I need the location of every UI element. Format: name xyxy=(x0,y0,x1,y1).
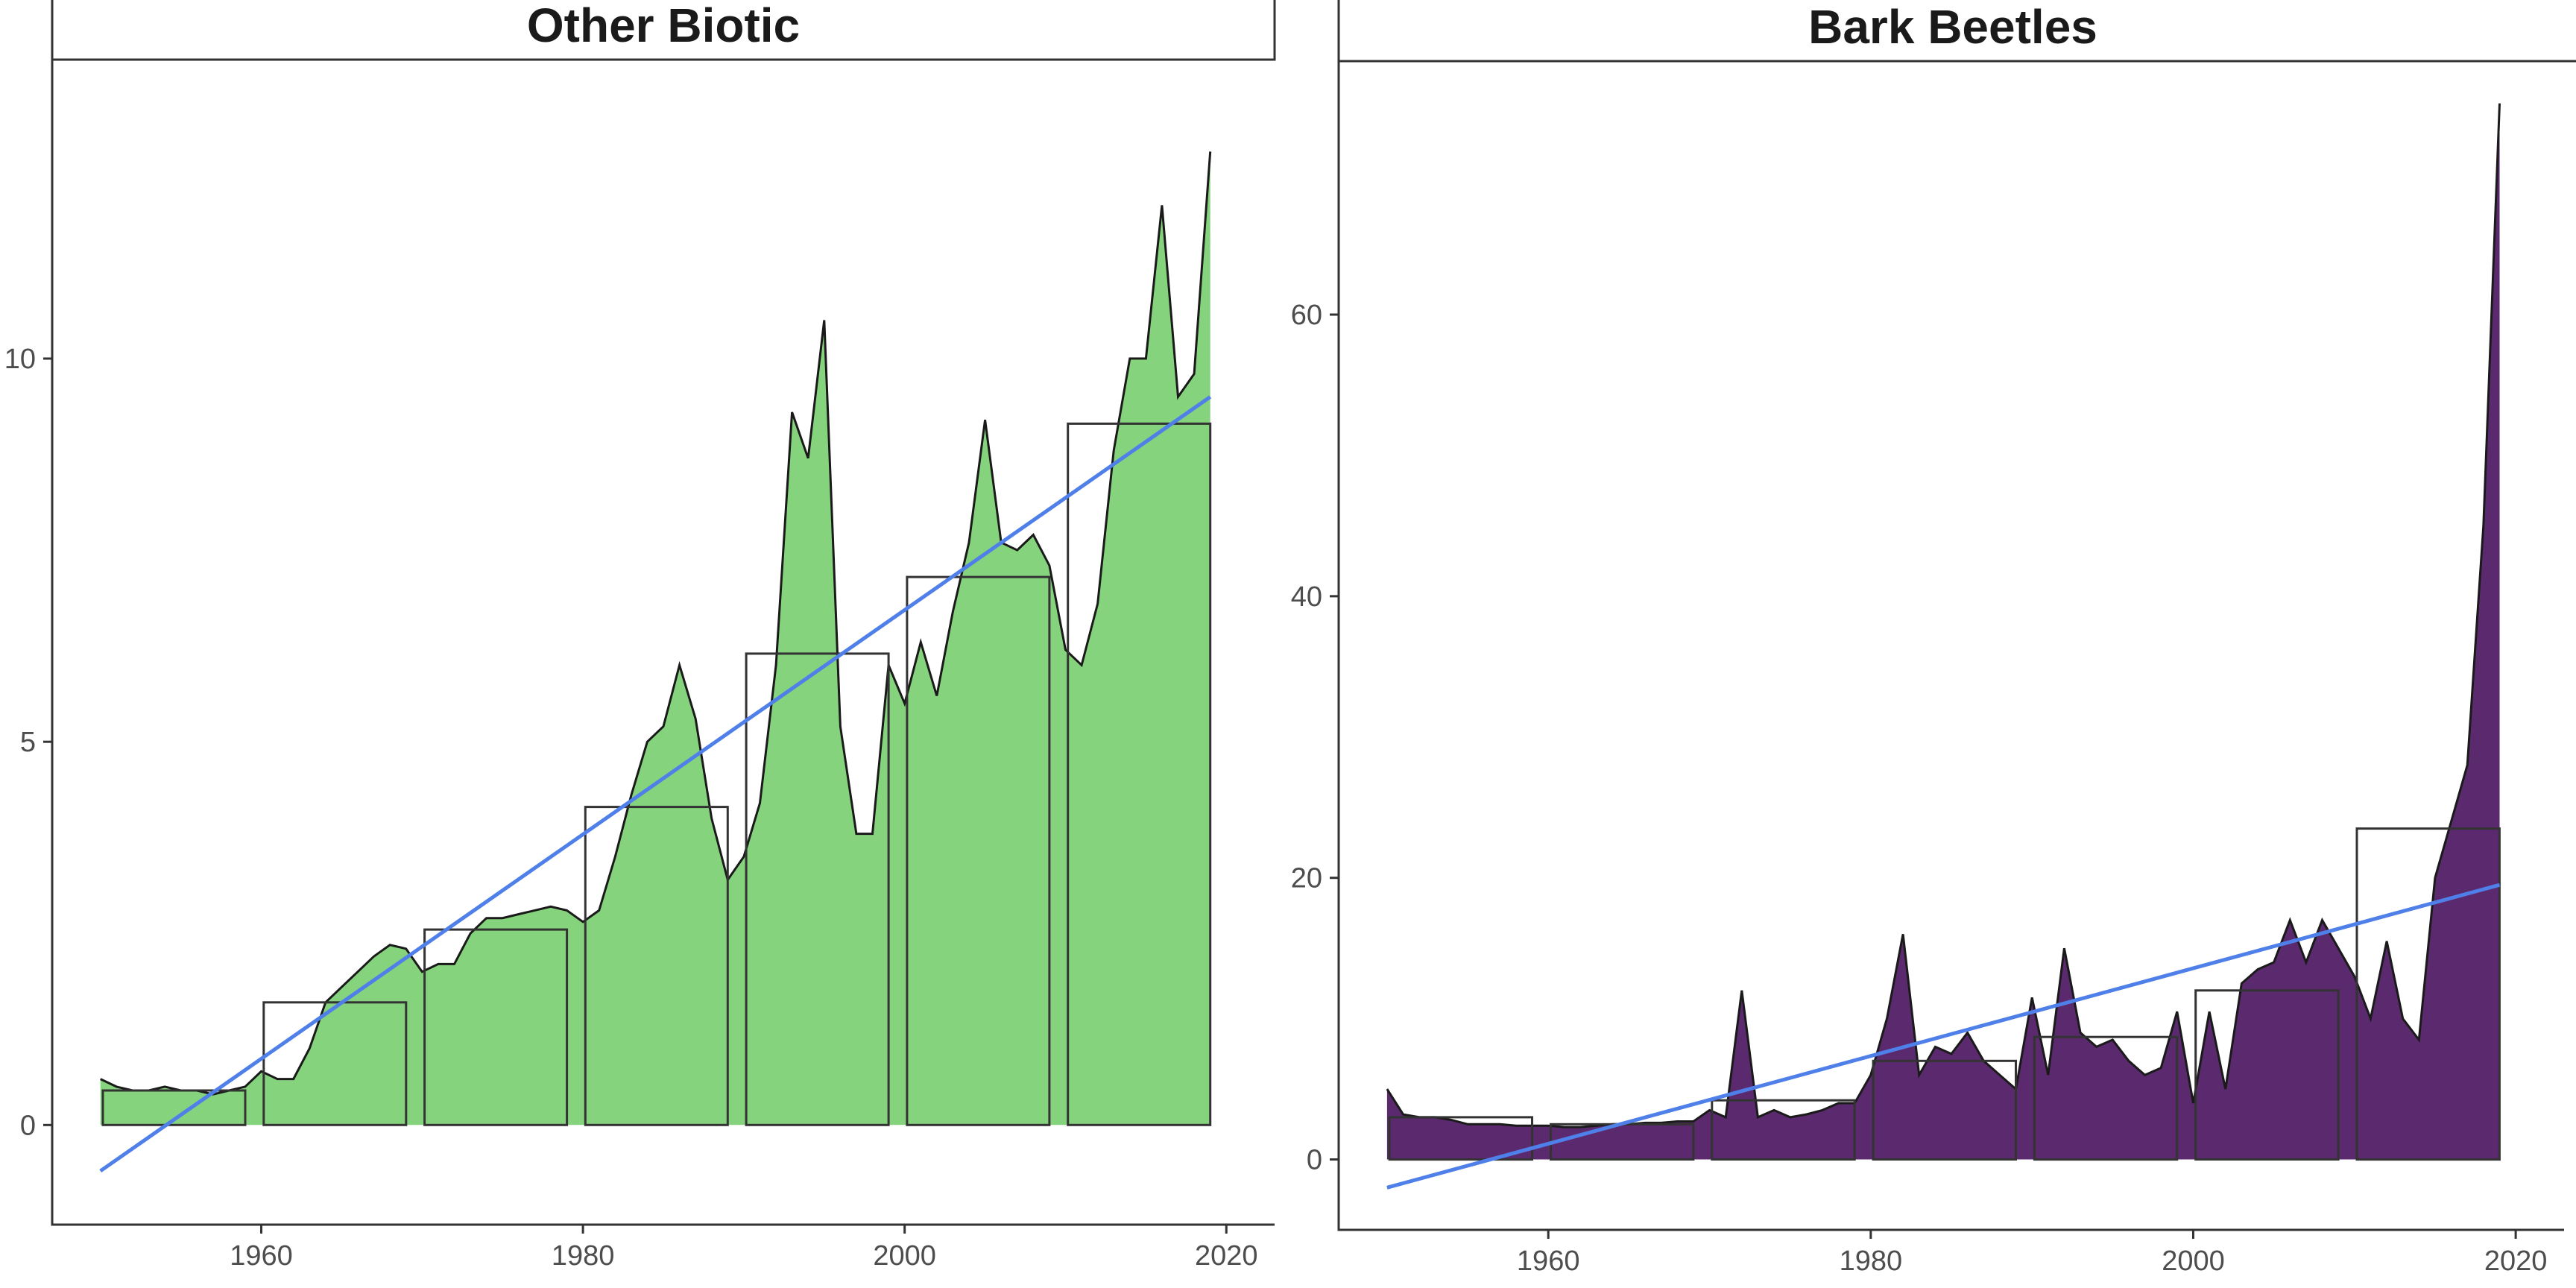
panel-title-other-biotic: Other Biotic xyxy=(527,0,800,52)
decade-mean-box xyxy=(1067,422,1212,1126)
area-outline-bark-beetles xyxy=(1386,103,2501,1128)
x-tick-label: 1980 xyxy=(552,1240,615,1272)
decade-mean-box xyxy=(262,1001,408,1126)
decade-mean-box xyxy=(1388,1116,1533,1161)
decade-mean-box xyxy=(584,806,729,1126)
panel-marks-other-biotic xyxy=(99,151,1212,1173)
y-tick-label: 10 xyxy=(4,344,36,375)
x-tick-label: 2020 xyxy=(2484,1246,2548,1277)
x-tick-label: 2000 xyxy=(873,1240,936,1272)
panel-strip-other-biotic xyxy=(51,0,1276,61)
axes-bark-beetles xyxy=(1337,61,2564,1231)
y-tick-label: 0 xyxy=(1307,1145,1322,1176)
y-tick-label: 0 xyxy=(20,1110,36,1141)
decade-mean-box xyxy=(423,928,569,1126)
decade-mean-box xyxy=(1872,1059,2018,1161)
y-tick-label: 60 xyxy=(1291,300,1322,331)
decade-mean-box xyxy=(1711,1099,1856,1161)
x-tick-label: 2020 xyxy=(1195,1240,1258,1272)
area-fill-bark-beetles xyxy=(1386,103,2500,1160)
y-tick-label: 40 xyxy=(1291,581,1322,613)
decade-mean-box xyxy=(745,652,890,1126)
area-outline-other-biotic xyxy=(100,151,1212,1096)
panel-marks-bark-beetles xyxy=(1386,103,2501,1190)
x-tick-label: 1960 xyxy=(1517,1246,1580,1277)
x-tick-label: 2000 xyxy=(2162,1246,2225,1277)
x-tick-label: 1980 xyxy=(1840,1246,1903,1277)
axes-other-biotic xyxy=(51,60,1275,1226)
area-fill-other-biotic xyxy=(100,151,1210,1126)
panel-title-bark-beetles: Bark Beetles xyxy=(1808,0,2097,54)
decade-mean-box xyxy=(906,575,1051,1126)
decade-mean-box xyxy=(2355,827,2501,1161)
decade-mean-box xyxy=(101,1089,247,1126)
ticks-other-biotic: 1960 1980 2000 2020 0 5 10 xyxy=(4,344,1258,1272)
y-tick-label: 20 xyxy=(1291,863,1322,894)
trend-line-bark-beetles xyxy=(1386,883,2501,1190)
decade-mean-box xyxy=(2033,1035,2179,1161)
trend-line-other-biotic xyxy=(99,395,1212,1173)
y-tick-label: 5 xyxy=(20,727,36,758)
panel-strip-bark-beetles xyxy=(1337,0,2576,63)
ticks-bark-beetles: 1960 1980 2000 2020 0 20 40 60 xyxy=(1291,300,2548,1277)
decade-mean-box xyxy=(2194,989,2340,1161)
x-tick-label: 1960 xyxy=(230,1240,293,1272)
panel-bark-beetles: Bark Beetles 1960 1980 2000 2020 0 20 40 60 xyxy=(1291,0,2576,1277)
panel-other-biotic: Other Biotic 1960 1980 2000 2020 0 5 10 xyxy=(4,0,1276,1272)
